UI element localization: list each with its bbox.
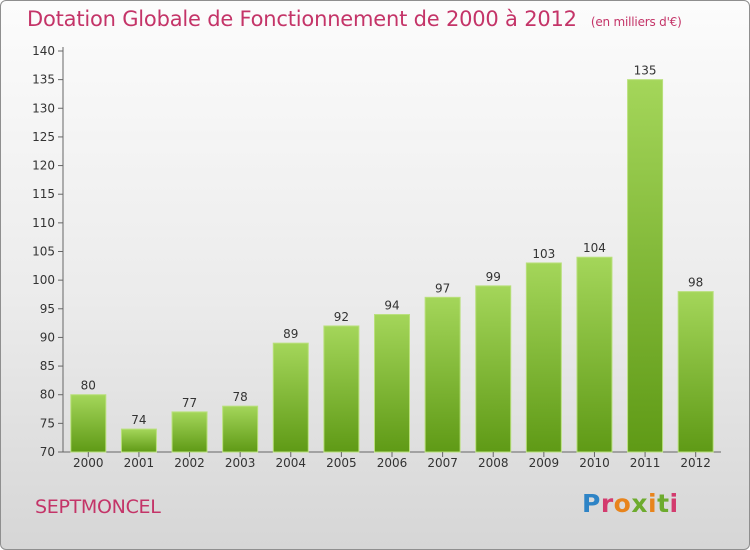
bar-value-label: 94 [384, 299, 399, 313]
y-tick-label: 115 [32, 187, 55, 201]
proxiti-logo: Proxiti [582, 489, 679, 518]
bar-value-label: 89 [283, 327, 298, 341]
bar [627, 79, 664, 453]
y-tick-label: 110 [32, 216, 55, 230]
y-tick-label: 130 [32, 101, 55, 115]
bar [120, 428, 157, 453]
bar [424, 296, 461, 453]
x-tick-label: 2012 [680, 456, 711, 470]
y-tick-label: 105 [32, 245, 55, 259]
bar-value-label: 135 [634, 64, 657, 78]
bar [677, 291, 714, 453]
x-tick-label: 2004 [275, 456, 306, 470]
y-tick-label: 125 [32, 130, 55, 144]
x-tick-label: 2006 [377, 456, 408, 470]
y-tick-label: 120 [32, 159, 55, 173]
x-tick-label: 2011 [630, 456, 661, 470]
x-tick-label: 2007 [427, 456, 458, 470]
y-tick-label: 75 [40, 416, 55, 430]
x-tick-label: 2009 [529, 456, 560, 470]
bar [70, 394, 107, 453]
bar-value-label: 104 [583, 241, 606, 255]
bar-value-label: 74 [131, 413, 146, 427]
y-tick-label: 95 [40, 302, 55, 316]
y-tick-label: 135 [32, 73, 55, 87]
commune-name: SEPTMONCEL [35, 496, 161, 518]
y-tick-label: 80 [40, 388, 55, 402]
bar [272, 342, 309, 453]
x-tick-label: 2005 [326, 456, 357, 470]
bar-value-label: 80 [81, 379, 96, 393]
y-tick-label: 85 [40, 359, 55, 373]
bar [222, 405, 259, 453]
y-tick-label: 90 [40, 330, 55, 344]
x-tick-label: 2000 [73, 456, 104, 470]
bar-value-label: 78 [233, 390, 248, 404]
y-tick-label: 140 [32, 44, 55, 58]
bar-value-label: 99 [486, 270, 501, 284]
bar [525, 262, 562, 453]
bar-value-label: 97 [435, 281, 450, 295]
bar [576, 256, 613, 453]
y-tick-label: 70 [40, 445, 55, 459]
bar-value-label: 77 [182, 396, 197, 410]
x-tick-label: 2002 [174, 456, 205, 470]
chart-subtitle: (en milliers d'€) [590, 15, 682, 29]
bar [171, 411, 208, 453]
bar-value-label: 92 [334, 310, 349, 324]
y-tick-label: 100 [32, 273, 55, 287]
x-tick-label: 2003 [225, 456, 256, 470]
chart-title: Dotation Globale de Fonctionnement de 20… [27, 7, 682, 31]
x-tick-label: 2010 [579, 456, 610, 470]
bar [374, 314, 410, 453]
x-tick-label: 2008 [478, 456, 509, 470]
bar-value-label: 103 [532, 247, 555, 261]
x-tick-label: 2001 [124, 456, 155, 470]
bar [323, 325, 360, 453]
bar [475, 285, 512, 453]
bar-value-label: 98 [688, 276, 703, 290]
